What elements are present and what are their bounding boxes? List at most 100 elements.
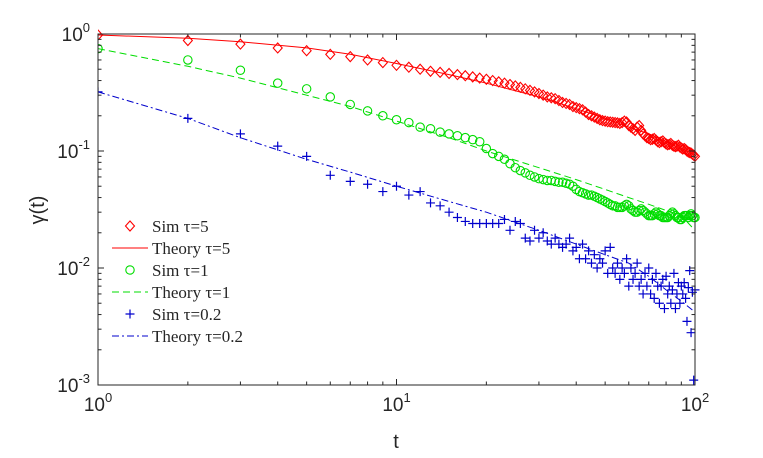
data-point [98,29,104,41]
data-point [345,50,356,63]
data-point [301,44,312,57]
data-point [628,274,638,284]
data-point [583,190,594,200]
data-point [499,214,509,224]
data-point [183,55,193,65]
data-point [415,187,425,197]
legend-swatch-marker [125,265,135,275]
data-point [557,177,568,188]
series-line [98,34,696,156]
x-axis-label: t [393,431,399,453]
data-point [654,136,665,149]
data-point [435,201,445,211]
data-point [581,254,591,264]
data-point [661,271,671,281]
data-point [608,263,618,273]
data-point [378,187,388,197]
data-point [644,263,654,273]
data-point [272,42,283,54]
data-point [670,304,680,314]
data-point [392,181,401,191]
data-point [667,285,677,295]
data-point [542,91,553,103]
data-point [435,127,445,137]
data-point [460,216,470,226]
data-point [345,176,355,186]
data-point [505,225,515,235]
data-point [481,143,492,154]
data-point [666,298,676,308]
legend-label: Sim τ=1 [152,261,209,280]
y-tick-label: 100 [62,20,90,46]
data-point [632,258,642,268]
data-point [682,316,692,326]
data-point [494,219,504,229]
data-point [98,87,103,97]
data-point [656,281,666,291]
data-point [520,233,530,243]
data-point [444,207,454,217]
data-point [660,138,672,150]
x-tick-label: 100 [84,390,112,416]
data-point [689,375,699,385]
data-point [642,281,652,291]
data-point [520,168,531,178]
data-point [649,209,659,219]
data-point [597,195,608,205]
data-point [646,289,656,299]
data-point [560,97,572,110]
series-5 [98,91,696,313]
data-point [607,201,618,211]
data-point [584,246,594,256]
data-point [652,135,663,148]
data-point [550,233,560,243]
data-point [452,131,463,141]
series-1 [98,34,696,156]
data-point [567,100,579,113]
legend-label: Theory τ=0.2 [152,327,243,346]
y-tick-label: 10-2 [57,254,90,280]
data-point [638,289,648,299]
plot-series [98,29,701,385]
data-point [577,103,588,116]
data-point [301,84,312,94]
data-point [529,172,540,182]
data-point [654,298,664,308]
series-line [98,48,696,231]
data-point [554,177,564,188]
data-point [515,219,525,229]
series-0 [98,29,701,163]
legend-label: Sim τ=0.2 [152,305,221,324]
data-point [612,202,623,213]
data-point [325,48,336,61]
data-point [662,138,673,151]
legend-entry: Sim τ=5 [124,217,209,236]
data-point [574,102,585,115]
data-point [510,216,520,226]
data-point [487,148,498,159]
legend-entry: Theory τ=1 [112,283,230,302]
data-point [426,198,436,208]
data-point [678,212,688,223]
data-point [452,213,462,223]
data-point [565,233,575,243]
axes-frame [97,33,696,386]
data-point [550,176,560,187]
data-point [467,134,478,145]
data-point [610,201,620,211]
data-point [481,73,492,86]
data-point [624,281,634,291]
legend-swatch-marker [125,309,135,319]
legend-label: Theory τ=1 [152,283,230,302]
data-point [647,133,658,146]
data-point [362,106,373,116]
data-point [570,101,582,114]
data-point [630,268,640,278]
data-point [612,258,622,268]
y-tick-label: 10-1 [57,137,90,163]
data-point [592,263,602,273]
data-point [600,196,610,207]
data-point [634,205,644,216]
data-point [235,65,246,75]
